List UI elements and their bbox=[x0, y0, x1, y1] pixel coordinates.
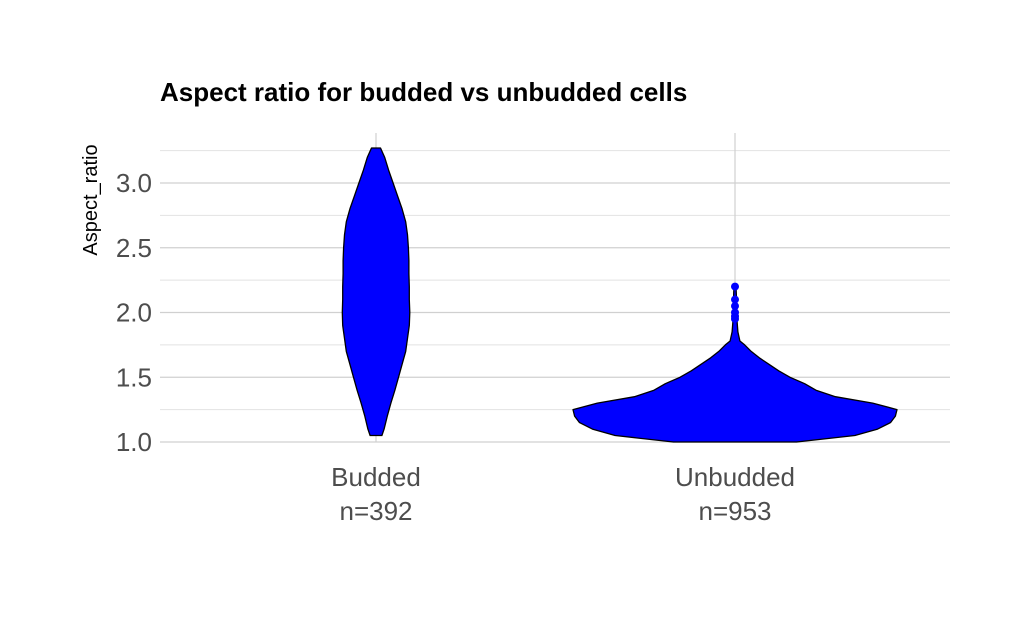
x-category-count: n=392 bbox=[339, 496, 412, 526]
x-category-label: Budded bbox=[331, 462, 421, 492]
x-category-label: Unbudded bbox=[675, 462, 795, 492]
violin-budded bbox=[341, 147, 411, 437]
violins bbox=[341, 147, 898, 443]
y-tick-label: 2.0 bbox=[116, 298, 152, 328]
x-category-count: n=953 bbox=[698, 496, 771, 526]
y-tick-label: 2.5 bbox=[116, 233, 152, 263]
x-category-labels: Budded n=392 Unbudded n=953 bbox=[331, 462, 795, 526]
y-tick-label: 1.0 bbox=[116, 427, 152, 457]
chart-title: Aspect ratio for budded vs unbudded cell… bbox=[160, 77, 687, 107]
y-axis-label: Aspect_ratio bbox=[80, 144, 102, 255]
y-tick-label: 1.5 bbox=[116, 362, 152, 392]
y-tick-labels: 1.0 1.5 2.0 2.5 3.0 bbox=[116, 168, 152, 457]
outlier-point bbox=[731, 302, 739, 311]
outlier-point bbox=[731, 282, 739, 291]
outlier-point bbox=[731, 295, 739, 304]
y-tick-label: 3.0 bbox=[116, 168, 152, 198]
outlier-point bbox=[731, 314, 739, 323]
